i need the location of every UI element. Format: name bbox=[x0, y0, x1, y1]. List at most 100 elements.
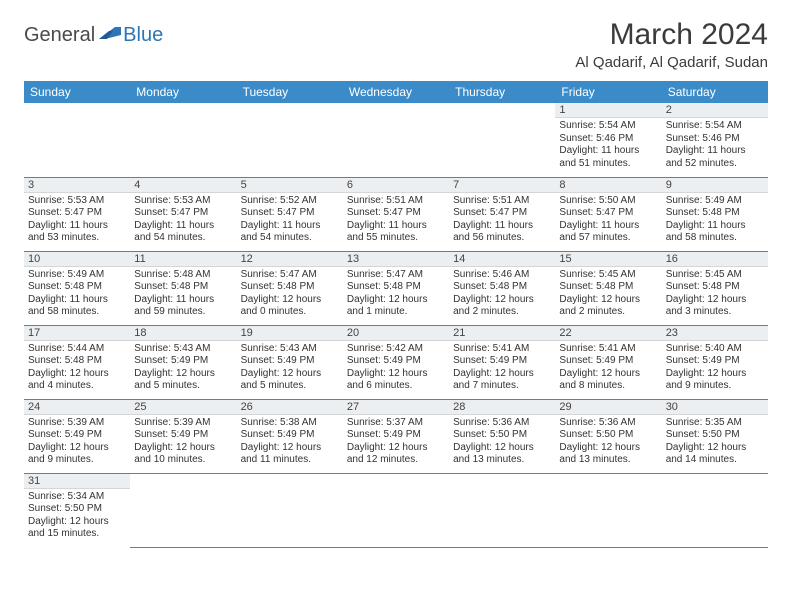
day-number: 3 bbox=[24, 178, 130, 193]
weekday-header: Thursday bbox=[449, 81, 555, 103]
calendar-body: 1 Sunrise: 5:54 AMSunset: 5:46 PMDaylight… bbox=[24, 103, 768, 547]
day-number: 15 bbox=[555, 252, 661, 267]
calendar-cell bbox=[449, 103, 555, 177]
day-number: 25 bbox=[130, 400, 236, 415]
calendar-cell: 19 Sunrise: 5:43 AMSunset: 5:49 PMDayligh… bbox=[237, 325, 343, 399]
calendar-cell: 9Sunrise: 5:49 AMSunset: 5:48 PMDaylight… bbox=[662, 177, 768, 251]
calendar-cell: 13 Sunrise: 5:47 AMSunset: 5:48 PMDayligh… bbox=[343, 251, 449, 325]
calendar-cell: 1 Sunrise: 5:54 AMSunset: 5:46 PMDaylight… bbox=[555, 103, 661, 177]
calendar-cell: 10Sunrise: 5:49 AMSunset: 5:48 PMDayligh… bbox=[24, 251, 130, 325]
day-info: Sunrise: 5:39 AMSunset: 5:49 PMDaylight:… bbox=[28, 417, 126, 467]
calendar-cell bbox=[662, 473, 768, 547]
weekday-header: Monday bbox=[130, 81, 236, 103]
day-info: Sunrise: 5:47 AMSunset: 5:48 PMDaylight:… bbox=[347, 269, 445, 319]
day-info: Sunrise: 5:46 AMSunset: 5:48 PMDaylight:… bbox=[453, 269, 551, 319]
day-number: 18 bbox=[130, 326, 236, 341]
calendar-cell: 6Sunrise: 5:51 AMSunset: 5:47 PMDaylight… bbox=[343, 177, 449, 251]
day-info: Sunrise: 5:38 AMSunset: 5:49 PMDaylight:… bbox=[241, 417, 339, 467]
weekday-header: Sunday bbox=[24, 81, 130, 103]
day-number: 17 bbox=[24, 326, 130, 341]
day-info: Sunrise: 5:39 AMSunset: 5:49 PMDaylight:… bbox=[134, 417, 232, 467]
weekday-header: Tuesday bbox=[237, 81, 343, 103]
calendar-cell: 18Sunrise: 5:43 AMSunset: 5:49 PMDayligh… bbox=[130, 325, 236, 399]
day-number: 4 bbox=[130, 178, 236, 193]
calendar-cell bbox=[343, 103, 449, 177]
day-number: 11 bbox=[130, 252, 236, 267]
day-info: Sunrise: 5:50 AMSunset: 5:47 PMDaylight:… bbox=[559, 195, 657, 245]
day-number: 20 bbox=[343, 326, 449, 341]
calendar-cell: 15 Sunrise: 5:45 AMSunset: 5:48 PMDayligh… bbox=[555, 251, 661, 325]
day-info: Sunrise: 5:51 AMSunset: 5:47 PMDaylight:… bbox=[453, 195, 551, 245]
weekday-header: Wednesday bbox=[343, 81, 449, 103]
calendar-cell: 28Sunrise: 5:36 AMSunset: 5:50 PMDayligh… bbox=[449, 399, 555, 473]
title-block: March 2024 Al Qadarif, Al Qadarif, Sudan bbox=[575, 18, 768, 71]
day-info: Sunrise: 5:36 AMSunset: 5:50 PMDaylight:… bbox=[559, 417, 657, 467]
day-number: 23 bbox=[662, 326, 768, 341]
day-number: 26 bbox=[237, 400, 343, 415]
calendar-cell: 17Sunrise: 5:44 AMSunset: 5:48 PMDayligh… bbox=[24, 325, 130, 399]
day-info: Sunrise: 5:45 AMSunset: 5:48 PMDaylight:… bbox=[666, 269, 764, 319]
calendar-cell: 27 Sunrise: 5:37 AMSunset: 5:49 PMDayligh… bbox=[343, 399, 449, 473]
calendar-cell: 22Sunrise: 5:41 AMSunset: 5:49 PMDayligh… bbox=[555, 325, 661, 399]
day-number: 31 bbox=[24, 474, 130, 489]
calendar-cell: 29 Sunrise: 5:36 AMSunset: 5:50 PMDayligh… bbox=[555, 399, 661, 473]
calendar-cell: 4 Sunrise: 5:53 AMSunset: 5:47 PMDaylight… bbox=[130, 177, 236, 251]
day-number: 30 bbox=[662, 400, 768, 415]
day-number: 2 bbox=[662, 103, 768, 118]
day-info: Sunrise: 5:42 AMSunset: 5:49 PMDaylight:… bbox=[347, 343, 445, 393]
day-info: Sunrise: 5:52 AMSunset: 5:47 PMDaylight:… bbox=[241, 195, 339, 245]
day-number: 1 bbox=[555, 103, 661, 118]
calendar-cell: 26 Sunrise: 5:38 AMSunset: 5:49 PMDayligh… bbox=[237, 399, 343, 473]
day-number: 13 bbox=[343, 252, 449, 267]
weekday-header: Saturday bbox=[662, 81, 768, 103]
weekday-header: Friday bbox=[555, 81, 661, 103]
calendar-cell: 5Sunrise: 5:52 AMSunset: 5:47 PMDaylight… bbox=[237, 177, 343, 251]
day-number: 27 bbox=[343, 400, 449, 415]
calendar-cell: 31 Sunrise: 5:34 AMSunset: 5:50 PMDayligh… bbox=[24, 473, 130, 547]
day-info: Sunrise: 5:53 AMSunset: 5:47 PMDaylight:… bbox=[134, 195, 232, 245]
flag-icon bbox=[99, 25, 121, 41]
day-info: Sunrise: 5:54 AMSunset: 5:46 PMDaylight:… bbox=[666, 120, 764, 170]
brand-blue: Blue bbox=[123, 24, 163, 47]
calendar-cell: 30Sunrise: 5:35 AMSunset: 5:50 PMDayligh… bbox=[662, 399, 768, 473]
day-info: Sunrise: 5:51 AMSunset: 5:47 PMDaylight:… bbox=[347, 195, 445, 245]
calendar-cell bbox=[24, 103, 130, 177]
day-info: Sunrise: 5:37 AMSunset: 5:49 PMDaylight:… bbox=[347, 417, 445, 467]
day-number: 21 bbox=[449, 326, 555, 341]
calendar-cell bbox=[449, 473, 555, 547]
day-info: Sunrise: 5:41 AMSunset: 5:49 PMDaylight:… bbox=[559, 343, 657, 393]
calendar-cell: 7Sunrise: 5:51 AMSunset: 5:47 PMDaylight… bbox=[449, 177, 555, 251]
day-info: Sunrise: 5:45 AMSunset: 5:48 PMDaylight:… bbox=[559, 269, 657, 319]
day-info: Sunrise: 5:54 AMSunset: 5:46 PMDaylight:… bbox=[559, 120, 657, 170]
calendar-cell bbox=[343, 473, 449, 547]
day-number: 24 bbox=[24, 400, 130, 415]
day-info: Sunrise: 5:34 AMSunset: 5:50 PMDaylight:… bbox=[28, 491, 126, 541]
calendar-cell: 23 Sunrise: 5:40 AMSunset: 5:49 PMDayligh… bbox=[662, 325, 768, 399]
calendar-cell bbox=[130, 473, 236, 547]
day-number: 14 bbox=[449, 252, 555, 267]
calendar-cell: 20 Sunrise: 5:42 AMSunset: 5:49 PMDayligh… bbox=[343, 325, 449, 399]
day-number: 8 bbox=[555, 178, 661, 193]
day-number: 16 bbox=[662, 252, 768, 267]
calendar-cell bbox=[555, 473, 661, 547]
calendar-table: SundayMondayTuesdayWednesdayThursdayFrid… bbox=[24, 81, 768, 548]
header: General Blue March 2024 Al Qadarif, Al Q… bbox=[24, 18, 768, 71]
day-number: 19 bbox=[237, 326, 343, 341]
day-number: 12 bbox=[237, 252, 343, 267]
calendar-cell bbox=[130, 103, 236, 177]
calendar-cell bbox=[237, 473, 343, 547]
location: Al Qadarif, Al Qadarif, Sudan bbox=[575, 54, 768, 71]
calendar-cell: 12Sunrise: 5:47 AMSunset: 5:48 PMDayligh… bbox=[237, 251, 343, 325]
calendar-cell: 24 Sunrise: 5:39 AMSunset: 5:49 PMDayligh… bbox=[24, 399, 130, 473]
day-number: 29 bbox=[555, 400, 661, 415]
calendar-cell: 8 Sunrise: 5:50 AMSunset: 5:47 PMDaylight… bbox=[555, 177, 661, 251]
day-info: Sunrise: 5:53 AMSunset: 5:47 PMDaylight:… bbox=[28, 195, 126, 245]
calendar-cell: 25 Sunrise: 5:39 AMSunset: 5:49 PMDayligh… bbox=[130, 399, 236, 473]
day-info: Sunrise: 5:40 AMSunset: 5:49 PMDaylight:… bbox=[666, 343, 764, 393]
calendar-cell: 14 Sunrise: 5:46 AMSunset: 5:48 PMDayligh… bbox=[449, 251, 555, 325]
day-info: Sunrise: 5:43 AMSunset: 5:49 PMDaylight:… bbox=[241, 343, 339, 393]
calendar-cell bbox=[237, 103, 343, 177]
day-info: Sunrise: 5:36 AMSunset: 5:50 PMDaylight:… bbox=[453, 417, 551, 467]
calendar-cell: 21Sunrise: 5:41 AMSunset: 5:49 PMDayligh… bbox=[449, 325, 555, 399]
brand-general: General bbox=[24, 24, 95, 47]
